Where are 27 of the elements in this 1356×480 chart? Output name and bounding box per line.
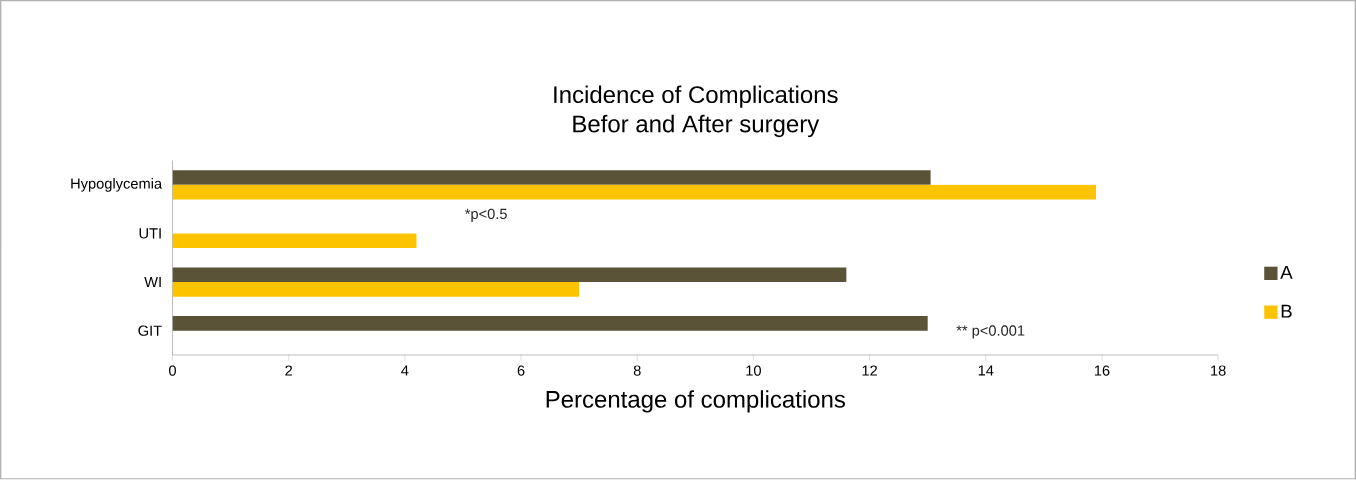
y-tick-label: UTI bbox=[139, 228, 161, 239]
x-tick-label: 6 bbox=[517, 365, 525, 376]
bar bbox=[172, 316, 928, 331]
x-tick-label: 12 bbox=[862, 365, 878, 376]
x-tick-label: 8 bbox=[633, 365, 641, 376]
chart-title: Incidence of Complications bbox=[554, 85, 838, 109]
bar bbox=[172, 170, 931, 186]
y-tick-label: GIT bbox=[138, 325, 162, 337]
x-tick-label: 16 bbox=[1094, 365, 1110, 376]
x-tick-label: 18 bbox=[1211, 365, 1226, 376]
y-tick-label: WI bbox=[144, 277, 161, 288]
bar bbox=[172, 267, 847, 283]
x-tick-label: 10 bbox=[746, 365, 761, 376]
legend-label: B bbox=[1281, 304, 1292, 318]
legend-label: A bbox=[1280, 266, 1293, 280]
bar bbox=[172, 282, 580, 297]
y-tick-label: Hypoglycemia bbox=[71, 178, 163, 192]
annotation: ** p<0.001 bbox=[956, 325, 1025, 339]
x-tick-label: 2 bbox=[285, 365, 293, 376]
x-tick-label: 14 bbox=[978, 365, 994, 376]
chart-subtitle: Befor and After surgery bbox=[573, 115, 820, 138]
x-tick-label: 4 bbox=[401, 365, 409, 376]
annotation: *p<0.5 bbox=[464, 208, 507, 223]
bar bbox=[172, 233, 417, 249]
bar bbox=[172, 185, 1097, 200]
x-axis-title: Percentage of complications bbox=[546, 390, 846, 413]
x-tick-label: 0 bbox=[168, 365, 176, 376]
